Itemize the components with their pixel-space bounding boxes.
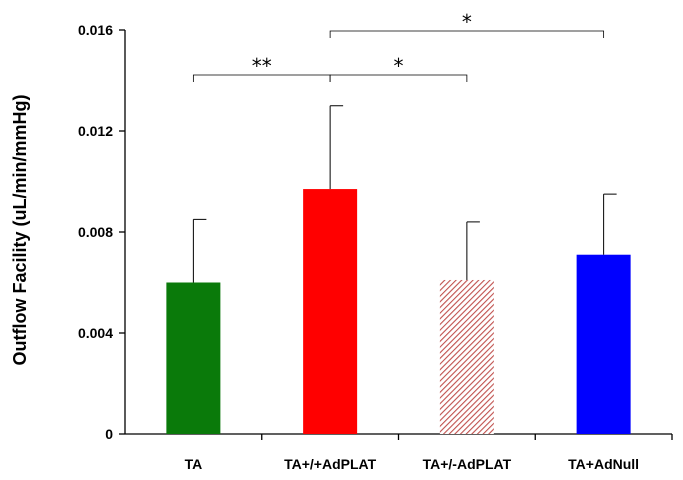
y-tick-label: 0 bbox=[105, 426, 113, 442]
significance-label-2: * bbox=[462, 10, 472, 34]
significance-bracket-1 bbox=[329, 74, 468, 82]
category-label-1: TA+/+AdPLAT bbox=[284, 456, 376, 472]
y-axis-title: Outflow Facility (uL/min/mmHg) bbox=[10, 95, 30, 366]
y-tick-label: 0.004 bbox=[78, 325, 113, 341]
significance-bracket-2 bbox=[329, 30, 605, 38]
significance-label-0: ** bbox=[252, 54, 272, 78]
y-tick-label: 0.012 bbox=[78, 123, 113, 139]
significance-brackets: ** ** bbox=[192, 10, 605, 82]
category-label-2: TA+/-AdPLAT bbox=[423, 456, 512, 472]
error-bars bbox=[192, 105, 617, 283]
significance-label-1: * bbox=[394, 54, 404, 78]
y-tick-label: 0.016 bbox=[78, 22, 113, 38]
bar-1 bbox=[303, 189, 358, 434]
category-labels: TA TA+/+AdPLAT TA+/-AdPLAT TA+AdNull bbox=[185, 456, 640, 472]
category-label-3: TA+AdNull bbox=[568, 456, 639, 472]
category-label-0: TA bbox=[185, 456, 203, 472]
bar-3 bbox=[576, 254, 631, 434]
y-tick-label: 0.008 bbox=[78, 224, 113, 240]
bars bbox=[166, 189, 631, 434]
bar-2 bbox=[439, 279, 494, 434]
bar-0 bbox=[166, 282, 221, 434]
